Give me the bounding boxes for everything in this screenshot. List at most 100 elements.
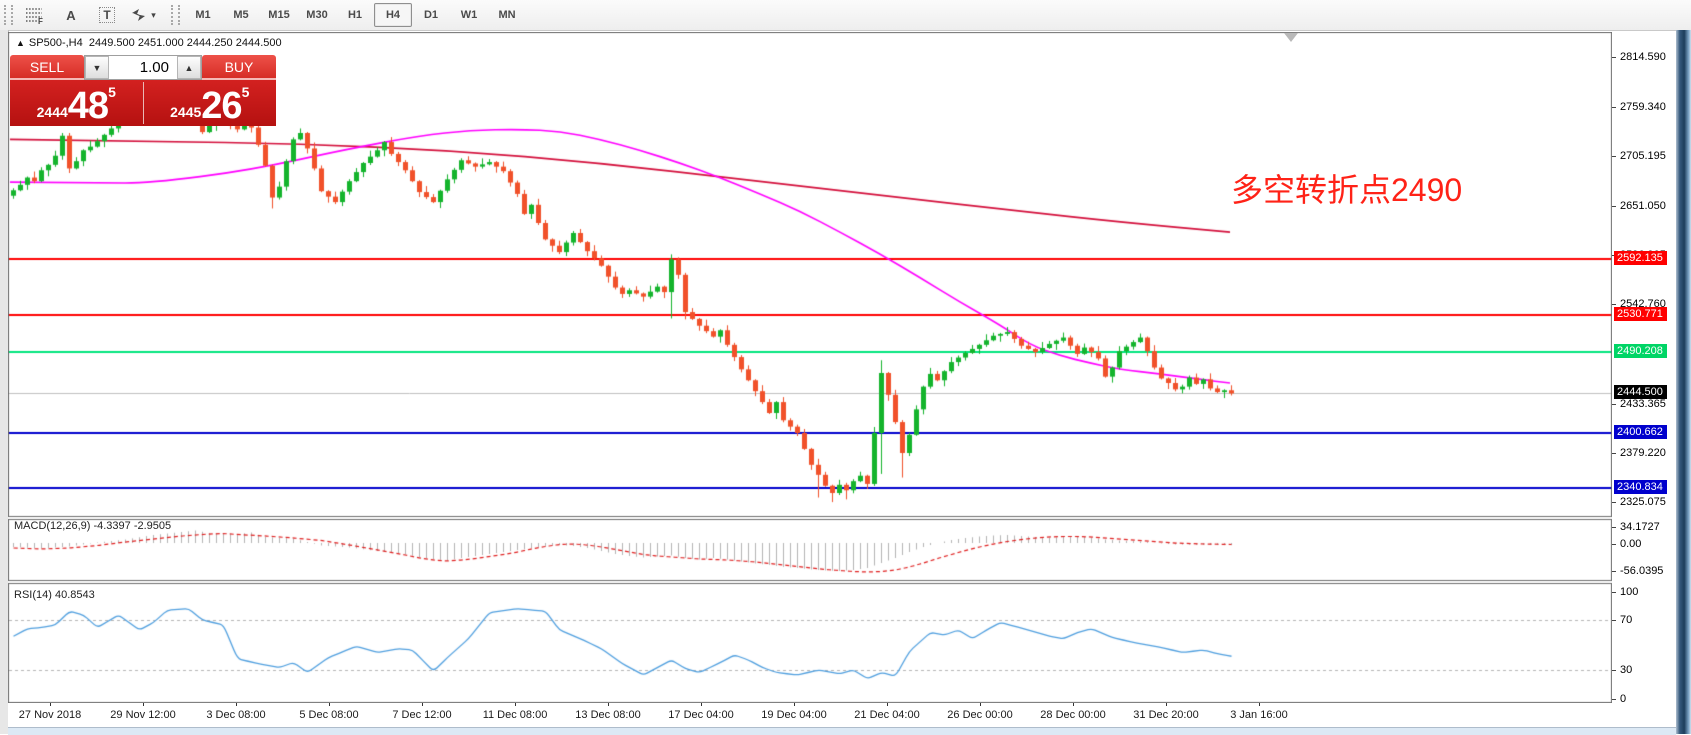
axis-tick-mark — [1612, 571, 1616, 572]
one-click-trading-panel: SELL ▼ 1.00 ▲ BUY 2444 48 5 2445 26 5 — [10, 55, 276, 126]
quote-divider — [142, 82, 144, 124]
time-label: 28 Dec 00:00 — [1040, 709, 1106, 721]
time-label: 3 Jan 16:00 — [1230, 709, 1288, 721]
open-value: 2449.500 — [88, 37, 135, 49]
time-label: 11 Dec 08:00 — [482, 709, 548, 721]
axis-tick-mark — [1612, 527, 1616, 528]
price-tick: 2325.075 — [1620, 496, 1666, 509]
price-level-badge: 2592.135 — [1614, 251, 1667, 266]
timeframe-M15[interactable]: M15 — [268, 9, 290, 21]
time-tick-mark — [1259, 703, 1260, 706]
buy-button[interactable]: BUY — [202, 55, 276, 80]
axis-tick-mark — [1612, 592, 1616, 593]
axis-tick-mark — [1612, 57, 1616, 58]
rsi-indicator-label: RSI(14) 40.8543 — [14, 589, 95, 601]
textbox-tool-button[interactable]: T — [89, 2, 125, 28]
macd-scale-tick: -56.0395 — [1620, 565, 1664, 577]
macd-indicator-label: MACD(12,26,9) -4.3397 -2.9505 — [14, 520, 172, 532]
price-tick: 2814.590 — [1620, 51, 1666, 63]
toolbar: F A T ▾ M1 M5 M15 M30 H1 H4 D1 W1 MN — [0, 0, 1691, 31]
axis-tick-mark — [1612, 452, 1616, 454]
timeframe-M30[interactable]: M30 — [306, 9, 328, 21]
spinner-down-icon: ▼ — [92, 62, 102, 73]
timeframe-H4[interactable]: H4 — [374, 3, 412, 27]
time-label: 27 Nov 2018 — [18, 709, 82, 721]
time-tick-mark — [1166, 703, 1167, 706]
price-level-badge: 2444.500 — [1614, 385, 1667, 400]
time-label: 17 Dec 04:00 — [668, 709, 734, 721]
buy-price-sup: 5 — [241, 84, 250, 100]
buy-quote[interactable]: 2445 26 5 — [144, 80, 277, 126]
axis-tick-mark — [1612, 304, 1616, 306]
timeframe-H1[interactable]: H1 — [347, 9, 363, 21]
time-label: 3 Dec 08:00 — [206, 709, 266, 721]
time-tick-mark — [515, 703, 516, 706]
sell-price-big: 48 — [67, 85, 109, 127]
sell-price-small: 2444 — [36, 104, 68, 120]
time-tick-mark — [794, 703, 795, 706]
price-axis[interactable]: 2814.5902759.3402705.1952651.0502596.905… — [1612, 32, 1676, 705]
volume-increase-button[interactable]: ▲ — [177, 56, 201, 79]
rsi-scale-tick: 30 — [1620, 664, 1633, 676]
time-label: 5 Dec 08:00 — [299, 709, 359, 721]
axis-tick-mark — [1612, 544, 1616, 545]
textbox-icon: T — [99, 7, 115, 23]
sell-button[interactable]: SELL — [10, 55, 84, 80]
axis-tick-mark — [1612, 205, 1616, 207]
macd-scale-tick: 0.00 — [1620, 538, 1642, 550]
arrows-icon — [130, 7, 148, 23]
axis-tick-mark — [1612, 403, 1616, 405]
collapse-icon[interactable]: ▲ — [16, 38, 25, 48]
time-axis[interactable]: 27 Nov 2018 29 Nov 12:00 3 Dec 08:00 5 Dec … — [8, 703, 1612, 727]
time-tick-mark — [608, 703, 609, 706]
price-tick: 2705.195 — [1620, 150, 1666, 163]
time-tick-mark — [422, 703, 423, 706]
price-tick: 2651.050 — [1620, 199, 1666, 212]
window-bottom-edge — [8, 727, 1676, 735]
time-tick-mark — [329, 703, 330, 706]
buy-price-small: 2445 — [170, 104, 202, 120]
sell-quote[interactable]: 2444 48 5 — [10, 80, 143, 126]
time-tick-mark — [50, 703, 51, 706]
timeframe-M5[interactable]: M5 — [233, 9, 249, 21]
fibonacci-icon: F — [25, 6, 45, 24]
chart-shift-marker[interactable] — [1284, 33, 1298, 42]
fibonacci-tool-button[interactable]: F — [17, 2, 53, 28]
toolbar-grip-2[interactable] — [171, 5, 180, 25]
buy-price-big: 26 — [201, 85, 242, 127]
time-label: 29 Nov 12:00 — [110, 709, 176, 721]
price-level-badge: 2490.208 — [1614, 343, 1667, 358]
rsi-scale-tick: 70 — [1620, 614, 1633, 626]
volume-field[interactable]: 1.00 — [139, 59, 169, 76]
timeframe-D1[interactable]: D1 — [423, 9, 439, 21]
text-label-tool-button[interactable]: A — [53, 2, 89, 28]
timeframe-W1[interactable]: W1 — [460, 9, 478, 21]
window-right-edge — [1676, 30, 1691, 734]
chart-surface[interactable] — [8, 32, 1612, 703]
time-tick-mark — [701, 703, 702, 706]
time-label: 7 Dec 12:00 — [392, 709, 452, 721]
chevron-down-icon[interactable]: ▾ — [151, 9, 156, 20]
chart-text-annotation[interactable]: 多空转折点2490 — [1231, 172, 1463, 208]
toolbar-grip[interactable] — [4, 5, 13, 25]
price-tick: 2759.340 — [1620, 101, 1666, 114]
price-tick: 2433.365 — [1620, 397, 1666, 410]
time-tick-mark — [143, 703, 144, 706]
time-tick-mark — [887, 703, 888, 706]
arrows-tool-button[interactable]: ▾ — [125, 2, 161, 28]
sell-price-sup: 5 — [108, 84, 116, 100]
low-value: 2444.250 — [186, 37, 233, 49]
axis-tick-mark — [1612, 156, 1616, 158]
rsi-scale-tick: 100 — [1620, 586, 1639, 598]
text-label-icon: A — [66, 7, 76, 23]
time-tick-mark — [1073, 703, 1074, 706]
timeframe-MN[interactable]: MN — [498, 9, 516, 21]
price-tick: 2379.220 — [1620, 446, 1666, 459]
price-level-badge: 2530.771 — [1614, 307, 1667, 322]
timeframe-M1[interactable]: M1 — [195, 9, 211, 21]
time-label: 26 Dec 00:00 — [947, 709, 1013, 721]
volume-decrease-button[interactable]: ▼ — [85, 56, 109, 79]
time-tick-mark — [236, 703, 237, 706]
chart-ohlc-header: ▲ SP500-,H4 2449.500 2451.000 2444.250 24… — [16, 37, 282, 49]
